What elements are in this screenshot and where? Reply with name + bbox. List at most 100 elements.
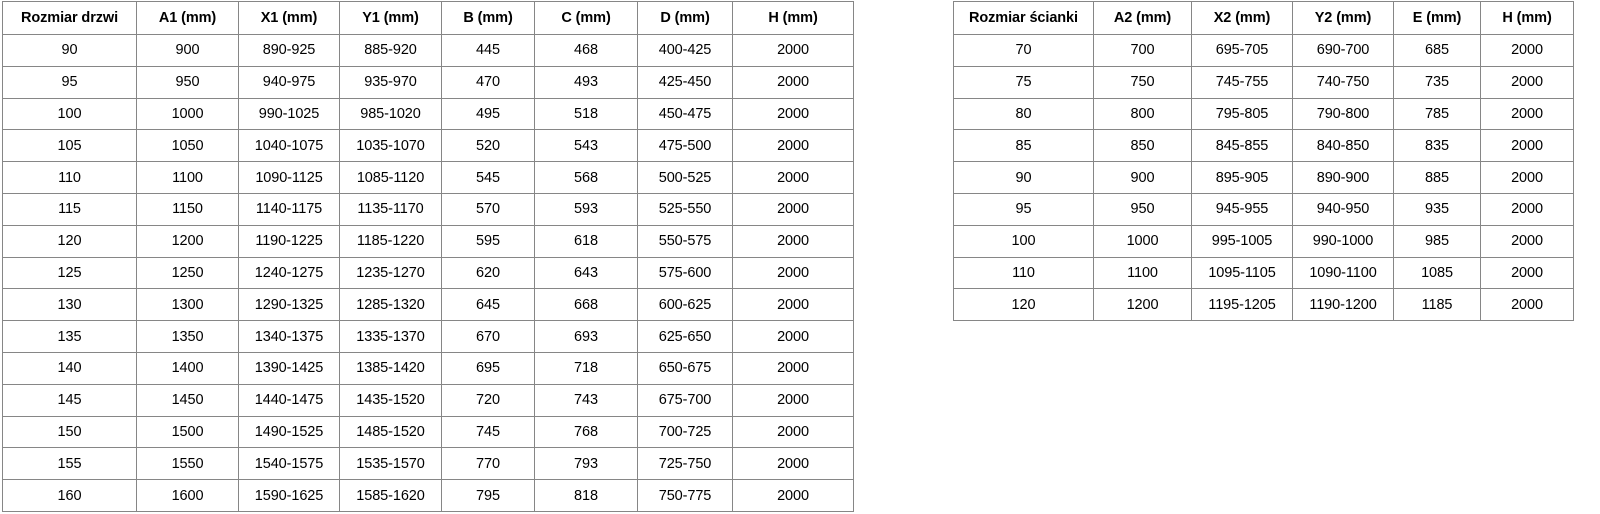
- table-cell: 2000: [732, 351, 854, 385]
- table-cell: 85: [953, 129, 1094, 163]
- table-cell: 1195-1205: [1191, 288, 1293, 322]
- door-column-header-5: C (mm): [534, 1, 638, 35]
- wall-column-header-3: Y2 (mm): [1292, 1, 1394, 35]
- table-cell: 2000: [732, 65, 854, 99]
- table-cell: 1185-1220: [339, 224, 442, 258]
- table-row: 135 1350 1340-1375 1335-1370 670 693 625-650 20…: [2, 320, 854, 353]
- table-cell: 700-725: [637, 415, 733, 449]
- table-cell: 1300: [136, 288, 239, 322]
- table-cell: 2000: [732, 161, 854, 194]
- wall-column-header-2: X2 (mm): [1191, 1, 1293, 35]
- table-cell: 120: [2, 224, 137, 258]
- table-cell: 743: [534, 383, 638, 417]
- table-cell: 675-700: [637, 383, 733, 417]
- table-cell: 1350: [136, 320, 239, 353]
- table-cell: 570: [441, 192, 535, 226]
- table-cell: 990-1025: [238, 97, 340, 131]
- table-row: 160 1600 1590-1625 1585-1620 795 818 750-775 20…: [2, 479, 854, 512]
- table-cell: 1190-1200: [1292, 288, 1394, 322]
- table-cell: 850: [1093, 129, 1192, 163]
- table-cell: 1590-1625: [238, 479, 340, 512]
- table-cell: 725-750: [637, 447, 733, 481]
- table-cell: 885: [1393, 161, 1481, 194]
- table-cell: 950: [136, 65, 239, 99]
- table-cell: 935: [1393, 192, 1481, 226]
- table-header-row: Rozmiar ścianki A2 (mm) X2 (mm) Y2 (mm) E (m…: [953, 1, 1574, 35]
- table-row: 155 1550 1540-1575 1535-1570 770 793 725-750 20…: [2, 447, 854, 481]
- table-cell: 950: [1093, 192, 1192, 226]
- table-cell: 1435-1520: [339, 383, 442, 417]
- table-cell: 1500: [136, 415, 239, 449]
- table-cell: 1095-1105: [1191, 256, 1293, 290]
- table-cell: 768: [534, 415, 638, 449]
- table-cell: 695-705: [1191, 34, 1293, 67]
- table-cell: 160: [2, 479, 137, 512]
- table-cell: 835: [1393, 129, 1481, 163]
- table-cell: 2000: [732, 383, 854, 417]
- table-cell: 1085: [1393, 256, 1481, 290]
- table-cell: 150: [2, 415, 137, 449]
- door-dimensions-table: Rozmiar drzwi A1 (mm) X1 (mm) Y1 (mm) B (mm)…: [2, 1, 854, 512]
- table-cell: 2000: [732, 320, 854, 353]
- table-cell: 890-900: [1292, 161, 1394, 194]
- table-cell: 840-850: [1292, 129, 1394, 163]
- table-cell: 2000: [732, 224, 854, 258]
- table-row: 75 750 745-755 740-750 735 2000: [953, 65, 1574, 99]
- table-cell: 620: [441, 256, 535, 290]
- table-cell: 75: [953, 65, 1094, 99]
- table-cell: 545: [441, 161, 535, 194]
- table-cell: 90: [2, 34, 137, 67]
- table-cell: 1385-1420: [339, 351, 442, 385]
- table-cell: 1140-1175: [238, 192, 340, 226]
- table-cell: 895-905: [1191, 161, 1293, 194]
- table-cell: 470: [441, 65, 535, 99]
- table-row: 120 1200 1195-1205 1190-1200 1185 2000: [953, 288, 1574, 322]
- table-cell: 900: [1093, 161, 1192, 194]
- table-cell: 995-1005: [1191, 224, 1293, 258]
- table-cell: 1535-1570: [339, 447, 442, 481]
- door-column-header-1: A1 (mm): [136, 1, 239, 35]
- table-cell: 800: [1093, 97, 1192, 131]
- table-cell: 795: [441, 479, 535, 512]
- table-cell: 1340-1375: [238, 320, 340, 353]
- table-cell: 2000: [1480, 224, 1574, 258]
- table-cell: 1235-1270: [339, 256, 442, 290]
- table-cell: 1240-1275: [238, 256, 340, 290]
- table-cell: 885-920: [339, 34, 442, 67]
- table-cell: 2000: [732, 192, 854, 226]
- table-cell: 940-950: [1292, 192, 1394, 226]
- table-cell: 140: [2, 351, 137, 385]
- table-cell: 2000: [732, 415, 854, 449]
- table-row: 115 1150 1140-1175 1135-1170 570 593 525-550 20…: [2, 192, 854, 226]
- table-cell: 1290-1325: [238, 288, 340, 322]
- table-cell: 1400: [136, 351, 239, 385]
- table-cell: 1485-1520: [339, 415, 442, 449]
- table-row: 110 1100 1095-1105 1090-1100 1085 2000: [953, 256, 1574, 290]
- table-cell: 990-1000: [1292, 224, 1394, 258]
- table-cell: 618: [534, 224, 638, 258]
- table-cell: 735: [1393, 65, 1481, 99]
- table-cell: 1200: [136, 224, 239, 258]
- table-cell: 593: [534, 192, 638, 226]
- wall-column-header-1: A2 (mm): [1093, 1, 1192, 35]
- table-cell: 90: [953, 161, 1094, 194]
- table-cell: 1440-1475: [238, 383, 340, 417]
- door-table-header: Rozmiar drzwi A1 (mm) X1 (mm) Y1 (mm) B (mm)…: [2, 1, 854, 35]
- table-cell: 400-425: [637, 34, 733, 67]
- table-cell: 900: [136, 34, 239, 67]
- table-row: 105 1050 1040-1075 1035-1070 520 543 475-500 20…: [2, 129, 854, 163]
- table-cell: 468: [534, 34, 638, 67]
- table-cell: 643: [534, 256, 638, 290]
- table-cell: 750-775: [637, 479, 733, 512]
- table-cell: 740-750: [1292, 65, 1394, 99]
- table-cell: 100: [2, 97, 137, 131]
- door-column-header-3: Y1 (mm): [339, 1, 442, 35]
- table-cell: 645: [441, 288, 535, 322]
- table-cell: 1190-1225: [238, 224, 340, 258]
- table-cell: 2000: [732, 256, 854, 290]
- table-row: 130 1300 1290-1325 1285-1320 645 668 600-625 20…: [2, 288, 854, 322]
- table-cell: 145: [2, 383, 137, 417]
- table-cell: 1335-1370: [339, 320, 442, 353]
- table-cell: 945-955: [1191, 192, 1293, 226]
- table-cell: 2000: [1480, 97, 1574, 131]
